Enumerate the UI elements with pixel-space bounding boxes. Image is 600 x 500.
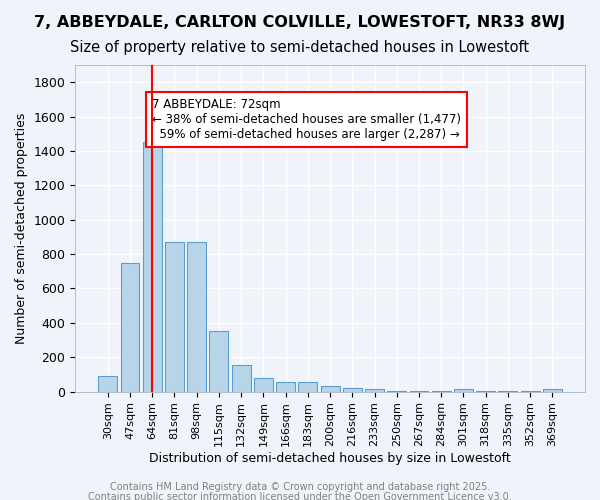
- Text: 7, ABBEYDALE, CARLTON COLVILLE, LOWESTOFT, NR33 8WJ: 7, ABBEYDALE, CARLTON COLVILLE, LOWESTOF…: [34, 15, 566, 30]
- Bar: [476, 390, 495, 392]
- Text: Contains public sector information licensed under the Open Government Licence v3: Contains public sector information licen…: [88, 492, 512, 500]
- Bar: [499, 390, 517, 392]
- Bar: [254, 378, 273, 392]
- Bar: [454, 389, 473, 392]
- Bar: [320, 386, 340, 392]
- Bar: [276, 382, 295, 392]
- Bar: [232, 365, 251, 392]
- Bar: [298, 382, 317, 392]
- Text: Contains HM Land Registry data © Crown copyright and database right 2025.: Contains HM Land Registry data © Crown c…: [110, 482, 490, 492]
- Bar: [165, 242, 184, 392]
- X-axis label: Distribution of semi-detached houses by size in Lowestoft: Distribution of semi-detached houses by …: [149, 452, 511, 465]
- Bar: [209, 332, 229, 392]
- Bar: [410, 390, 428, 392]
- Bar: [432, 390, 451, 392]
- Bar: [98, 376, 117, 392]
- Bar: [365, 388, 384, 392]
- Y-axis label: Number of semi-detached properties: Number of semi-detached properties: [15, 112, 28, 344]
- Text: Size of property relative to semi-detached houses in Lowestoft: Size of property relative to semi-detach…: [70, 40, 530, 55]
- Bar: [121, 262, 139, 392]
- Bar: [187, 242, 206, 392]
- Bar: [143, 142, 161, 392]
- Bar: [343, 388, 362, 392]
- Text: 7 ABBEYDALE: 72sqm
← 38% of semi-detached houses are smaller (1,477)
  59% of se: 7 ABBEYDALE: 72sqm ← 38% of semi-detache…: [152, 98, 461, 140]
- Bar: [388, 390, 406, 392]
- Bar: [543, 389, 562, 392]
- Bar: [521, 390, 539, 392]
